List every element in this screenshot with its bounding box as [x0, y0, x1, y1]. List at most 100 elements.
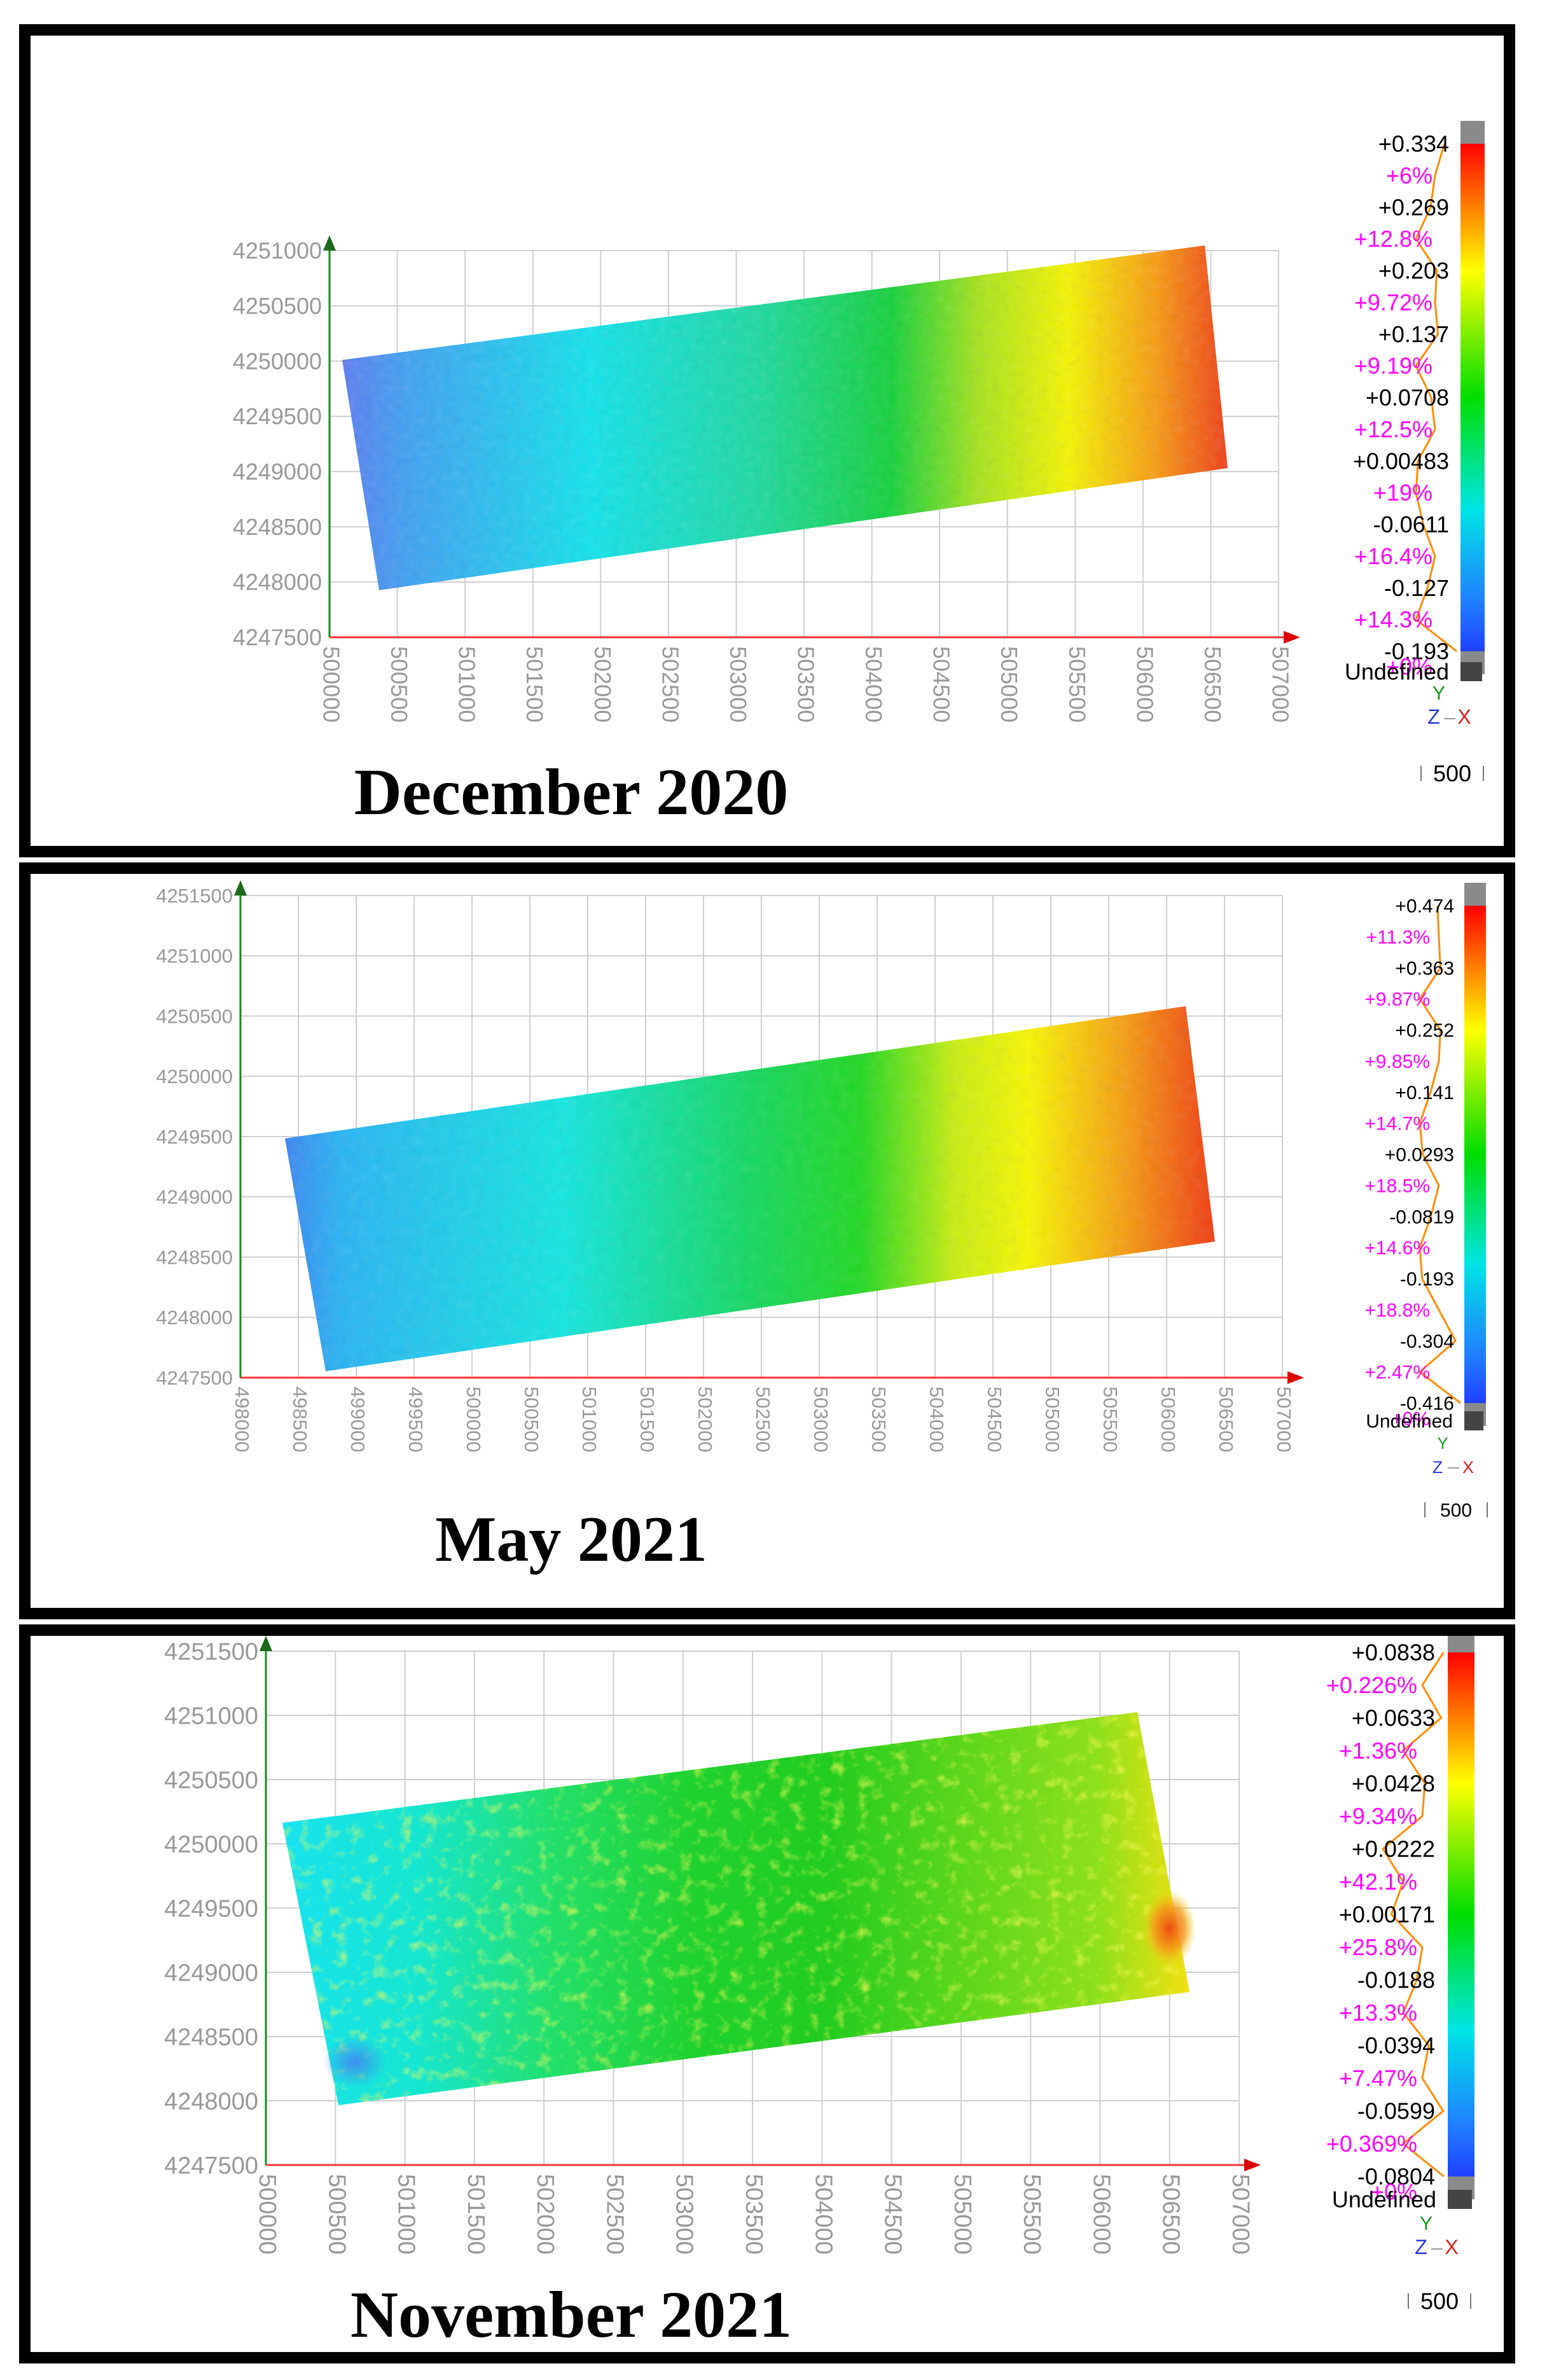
x-tick-label: 504000 — [861, 646, 887, 723]
y-tick-label: 4247500 — [156, 1367, 233, 1389]
legend-percent-label: +9.34% — [1339, 1803, 1417, 1829]
legend-value-label: -0.0611 — [1373, 511, 1449, 537]
legend-percent-label: +12.8% — [1354, 226, 1433, 252]
panel-title: November 2021 — [350, 2278, 793, 2351]
map-panel-november-2021: 500000 500500 501000 501500 502000 502500 5030… — [19, 1624, 1515, 2363]
legend-undefined-swatch — [1448, 2190, 1472, 2209]
x-tick-label: 506000 — [1088, 2174, 1114, 2255]
y-tick-label: 4250000 — [233, 348, 322, 374]
legend-percent-label: +0.369% — [1326, 2131, 1417, 2157]
axis-letter-z: Z — [1427, 705, 1440, 728]
legend-percent-label: +18.8% — [1364, 1300, 1430, 1321]
color-legend: +0.0838 +0.226% +0.0633 +1.36% +0.0428 +9.34%… — [1326, 1636, 1474, 2314]
map-figure: 500000 500500 501000 501500 502000 502500 5030… — [164, 1636, 1474, 2314]
legend-percent-label: +9.85% — [1364, 1051, 1430, 1072]
x-tick-label: 503000 — [671, 2174, 698, 2255]
y-tick-label: 4248500 — [156, 1246, 233, 1268]
y-tick-label: 4249000 — [164, 1960, 258, 1986]
x-tick-label: 504000 — [810, 2174, 836, 2255]
y-tick-label: 4248000 — [156, 1306, 233, 1329]
x-tick-label: 504500 — [880, 2174, 906, 2255]
legend-cap-top — [1464, 883, 1486, 906]
legend-percent-label: +1.36% — [1339, 1738, 1417, 1764]
legend-percent-label: +14.6% — [1364, 1238, 1430, 1259]
legend-percent-label: +12.5% — [1354, 416, 1433, 442]
legend-undefined-swatch — [1464, 1411, 1483, 1430]
x-tick-label: 507000 — [1227, 2174, 1254, 2255]
legend-value-label: -0.0804 — [1357, 2164, 1435, 2190]
y-tick-label: 4249500 — [156, 1126, 233, 1148]
y-tick-label: 4251000 — [156, 945, 233, 967]
legend-value-label: +0.141 — [1395, 1083, 1454, 1104]
axis-ticks: 498000 498500 499000 499500 500000 500500 5010… — [156, 885, 1295, 1453]
legend-value-label: -0.193 — [1384, 639, 1449, 665]
legend-distribution-curve — [1382, 1652, 1445, 2178]
x-tick-label: 503500 — [793, 646, 819, 723]
x-tick-label: 502500 — [752, 1387, 774, 1452]
x-tick-label: 501000 — [578, 1387, 600, 1452]
legend-percent-label: +2.47% — [1364, 1362, 1430, 1383]
legend-value-label: +0.269 — [1378, 194, 1449, 220]
y-tick-label: 4248500 — [164, 2024, 258, 2051]
x-axis-arrow — [1287, 1371, 1304, 1384]
panel-title: December 2020 — [354, 756, 789, 829]
scale-bar-label: 500 — [1420, 2288, 1459, 2314]
low-value-patch — [323, 2037, 387, 2087]
legend-undefined-swatch — [1460, 662, 1482, 681]
x-tick-label: 507000 — [1273, 1387, 1295, 1452]
x-tick-label: 506000 — [1132, 646, 1158, 723]
legend-percent-label: +7.47% — [1339, 2065, 1417, 2091]
legend-percent-label: +14.7% — [1364, 1114, 1430, 1135]
legend-value-label: +0.252 — [1395, 1020, 1454, 1041]
legend-value-label: -0.304 — [1400, 1331, 1454, 1352]
x-tick-label: 503500 — [868, 1387, 890, 1452]
map-panel-may-2021: 498000 498500 499000 499500 500000 500500 5010… — [19, 862, 1515, 1619]
axis-letter-z: Z — [1415, 2236, 1427, 2259]
x-tick-label: 505000 — [1041, 1387, 1064, 1452]
legend-value-label: +0.00483 — [1353, 448, 1449, 474]
y-tick-label: 4248000 — [164, 2088, 258, 2115]
x-tick-label: 505500 — [1099, 1387, 1121, 1452]
y-tick-label: 4250500 — [164, 1767, 258, 1794]
axes — [234, 880, 1304, 1384]
legend-percent-label: +13.3% — [1339, 2000, 1417, 2026]
x-tick-label: 498000 — [231, 1387, 253, 1452]
x-tick-label: 498500 — [289, 1387, 311, 1452]
legend-value-label: +0.00171 — [1339, 1902, 1435, 1928]
legend-percent-label: +42.1% — [1339, 1869, 1417, 1895]
legend-value-label: +0.334 — [1378, 131, 1449, 157]
color-legend: +0.334 +6% +0.269 +12.8% +0.203 +9.72% +0.137 +… — [1345, 121, 1485, 787]
legend-value-label: +0.0293 — [1385, 1145, 1454, 1166]
legend-percent-label: +0% — [1391, 1409, 1430, 1430]
legend-color-bar — [1464, 906, 1486, 1403]
x-tick-label: 501500 — [522, 646, 548, 723]
legend-cap-top — [1448, 1636, 1474, 1652]
y-tick-label: 4251500 — [156, 885, 233, 907]
x-tick-label: 506000 — [1157, 1387, 1179, 1452]
x-tick-label: 500000 — [318, 646, 344, 723]
legend-percent-label: +16.4% — [1354, 543, 1433, 569]
legend-value-label: -0.127 — [1384, 575, 1449, 601]
panel-title: May 2021 — [435, 1504, 707, 1575]
legend-percent-label: +0% — [1386, 654, 1433, 680]
legend-percent-label: +0% — [1371, 2179, 1417, 2205]
axis-letter-y: Y — [1420, 2213, 1433, 2234]
y-tick-label: 4248500 — [233, 514, 322, 540]
legend-value-label: +0.0633 — [1352, 1705, 1435, 1731]
legend-color-bar — [1448, 1652, 1474, 2176]
x-tick-label: 505000 — [996, 646, 1022, 723]
y-tick-label: 4249000 — [156, 1186, 233, 1208]
legend-value-label: +0.0838 — [1352, 1640, 1435, 1666]
legend-percent-label: +11.3% — [1366, 927, 1430, 948]
y-axis-arrow — [234, 880, 247, 896]
legend-percent-label: +9.87% — [1364, 989, 1430, 1010]
legend-value-label: +0.0222 — [1352, 1836, 1435, 1862]
legend-undefined-label: Undefined — [1366, 1411, 1453, 1432]
x-tick-label: 500500 — [386, 646, 412, 723]
legend-percent-label: +0.226% — [1326, 1672, 1417, 1698]
legend-value-label: +0.474 — [1395, 896, 1454, 917]
y-tick-label: 4250500 — [233, 293, 322, 319]
legend-value-label: +0.0708 — [1366, 385, 1449, 411]
x-tick-label: 507000 — [1267, 646, 1293, 723]
y-tick-label: 4250000 — [164, 1831, 258, 1858]
